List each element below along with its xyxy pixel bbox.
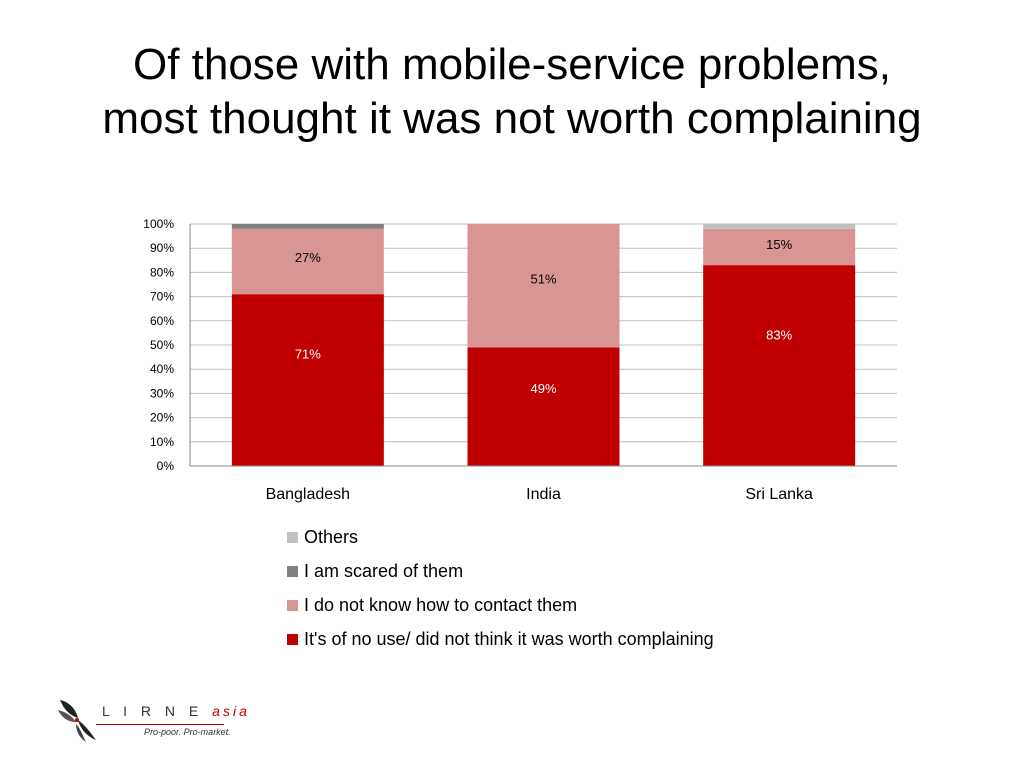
x-tick-label: Sri Lanka — [745, 486, 813, 503]
legend-label-dont-know-contact: I do not know how to contact them — [304, 594, 578, 615]
legend-label-no-use: It's of no use/ did not think it was wor… — [304, 628, 714, 649]
legend-item-no-use: It's of no use/ did not think it was wor… — [287, 622, 714, 656]
legend-swatch-others — [287, 531, 298, 543]
legend-swatch-no-use — [287, 633, 298, 645]
data-label: 83% — [766, 327, 792, 342]
logo-tagline: Pro-poor. Pro-market. — [144, 727, 231, 737]
y-tick-label: 60% — [150, 314, 174, 328]
legend-label-scared: I am scared of them — [304, 560, 464, 581]
bar-segment — [703, 224, 856, 229]
y-tick-label: 80% — [150, 265, 174, 279]
y-tick-label: 0% — [157, 459, 175, 473]
slide-title: Of those with mobile-service problems, m… — [0, 38, 1024, 146]
x-tick-label: India — [526, 486, 561, 503]
logo-wordmark-suffix: asia — [212, 703, 250, 719]
bar-segment — [703, 228, 856, 266]
bar-segment — [467, 347, 620, 466]
title-line-1: Of those with mobile-service problems, — [132, 40, 892, 89]
legend-swatch-dont-know-contact — [287, 599, 298, 611]
legend-swatch-scared — [287, 565, 298, 577]
legend-item-others: Others — [287, 520, 714, 554]
logo-wordmark: L I R N E asia — [102, 703, 250, 719]
legend-item-scared: I am scared of them — [287, 554, 714, 588]
bar-segment — [231, 294, 384, 466]
bar-segment — [231, 228, 384, 295]
data-label: 49% — [530, 381, 556, 396]
y-tick-label: 40% — [150, 362, 174, 376]
lirneasia-logo: L I R N E asia Pro-poor. Pro-market. — [56, 694, 247, 744]
y-tick-label: 20% — [150, 411, 174, 425]
y-tick-label: 90% — [150, 241, 174, 255]
y-tick-label: 10% — [150, 435, 174, 449]
y-tick-label: 50% — [150, 338, 174, 352]
logo-wordmark-main: L I R N E — [102, 703, 204, 719]
title-line-2: most thought it was not worth complainin… — [102, 94, 922, 143]
logo-divider — [96, 724, 224, 725]
legend-label-others: Others — [304, 526, 359, 547]
y-tick-label: 70% — [150, 290, 174, 304]
legend-item-dont-know-contact: I do not know how to contact them — [287, 588, 714, 622]
bar-segment — [703, 265, 856, 466]
y-tick-label: 30% — [150, 386, 174, 400]
bar-segment — [231, 224, 384, 229]
chart-legend: Others I am scared of them I do not know… — [287, 520, 714, 656]
data-label: 51% — [530, 272, 556, 287]
y-tick-label: 100% — [143, 217, 174, 231]
bar-segment — [467, 224, 620, 348]
butterfly-logo-icon — [58, 700, 96, 742]
data-label: 15% — [766, 237, 792, 252]
data-label: 71% — [295, 346, 321, 361]
x-tick-label: Bangladesh — [266, 486, 351, 503]
data-label: 27% — [295, 250, 321, 265]
